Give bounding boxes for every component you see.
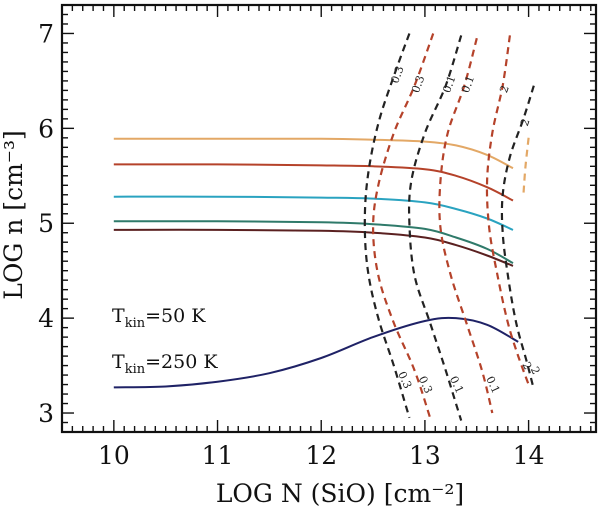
- contour-line-9: [438, 37, 494, 414]
- y-tick-label: 4: [38, 304, 54, 333]
- contour-label: 0.1: [447, 374, 466, 395]
- annotation-tkin-50: Tkin=50 K: [112, 305, 206, 331]
- density-curve-0: [113, 137, 514, 170]
- density-curve-2: [113, 195, 514, 231]
- x-axis-title: LOG N (SiO) [cm⁻²]: [216, 479, 464, 508]
- x-tick-label: 11: [202, 441, 234, 470]
- contour-line-7: [371, 33, 435, 419]
- contour-line-10: [485, 35, 530, 385]
- contour-label: 0.3: [409, 74, 427, 95]
- contour-label: 0.3: [395, 369, 414, 390]
- contour-line-6: [363, 33, 411, 419]
- contour-label: 0.1: [459, 74, 477, 95]
- density-curve-3: [113, 220, 514, 264]
- y-tick-label: 5: [38, 209, 54, 238]
- annotation-tkin-250: Tkin=250 K: [112, 351, 218, 377]
- plot-frame: [60, 3, 598, 434]
- contour-label: 0.1: [440, 74, 458, 95]
- y-tick-label: 3: [38, 399, 54, 428]
- contour-label: 0.3: [416, 374, 435, 395]
- x-tick-label: 10: [98, 441, 130, 470]
- x-axis: 10 11 12 13 14: [61, 5, 592, 470]
- contour-label: 2: [518, 117, 533, 128]
- x-tick-label: 14: [513, 441, 545, 470]
- contour-line-8: [407, 35, 463, 421]
- annotation-group: Tkin=50 K Tkin=250 K: [112, 305, 218, 377]
- y-axis-title: LOG n [cm⁻³]: [0, 130, 28, 300]
- x-tick-label: 13: [409, 441, 441, 470]
- x-tick-label: 12: [305, 441, 337, 470]
- plot-border: [60, 3, 598, 434]
- contour-label: 0.1: [483, 374, 502, 395]
- y-axis: 3 4 5 6 7: [38, 4, 596, 433]
- density-curve-5: [113, 316, 519, 389]
- contour-label: 2: [497, 84, 512, 95]
- contour-label: 0.3: [388, 64, 406, 85]
- contour-label: 2: [528, 365, 543, 377]
- density-curve-1: [113, 163, 514, 202]
- contour-label: 2: [520, 360, 535, 372]
- contour-line-12: [522, 137, 530, 195]
- y-tick-label: 7: [38, 19, 54, 48]
- y-tick-label: 6: [38, 114, 54, 143]
- contour-line-11: [500, 85, 535, 390]
- density-curve-4: [113, 228, 514, 267]
